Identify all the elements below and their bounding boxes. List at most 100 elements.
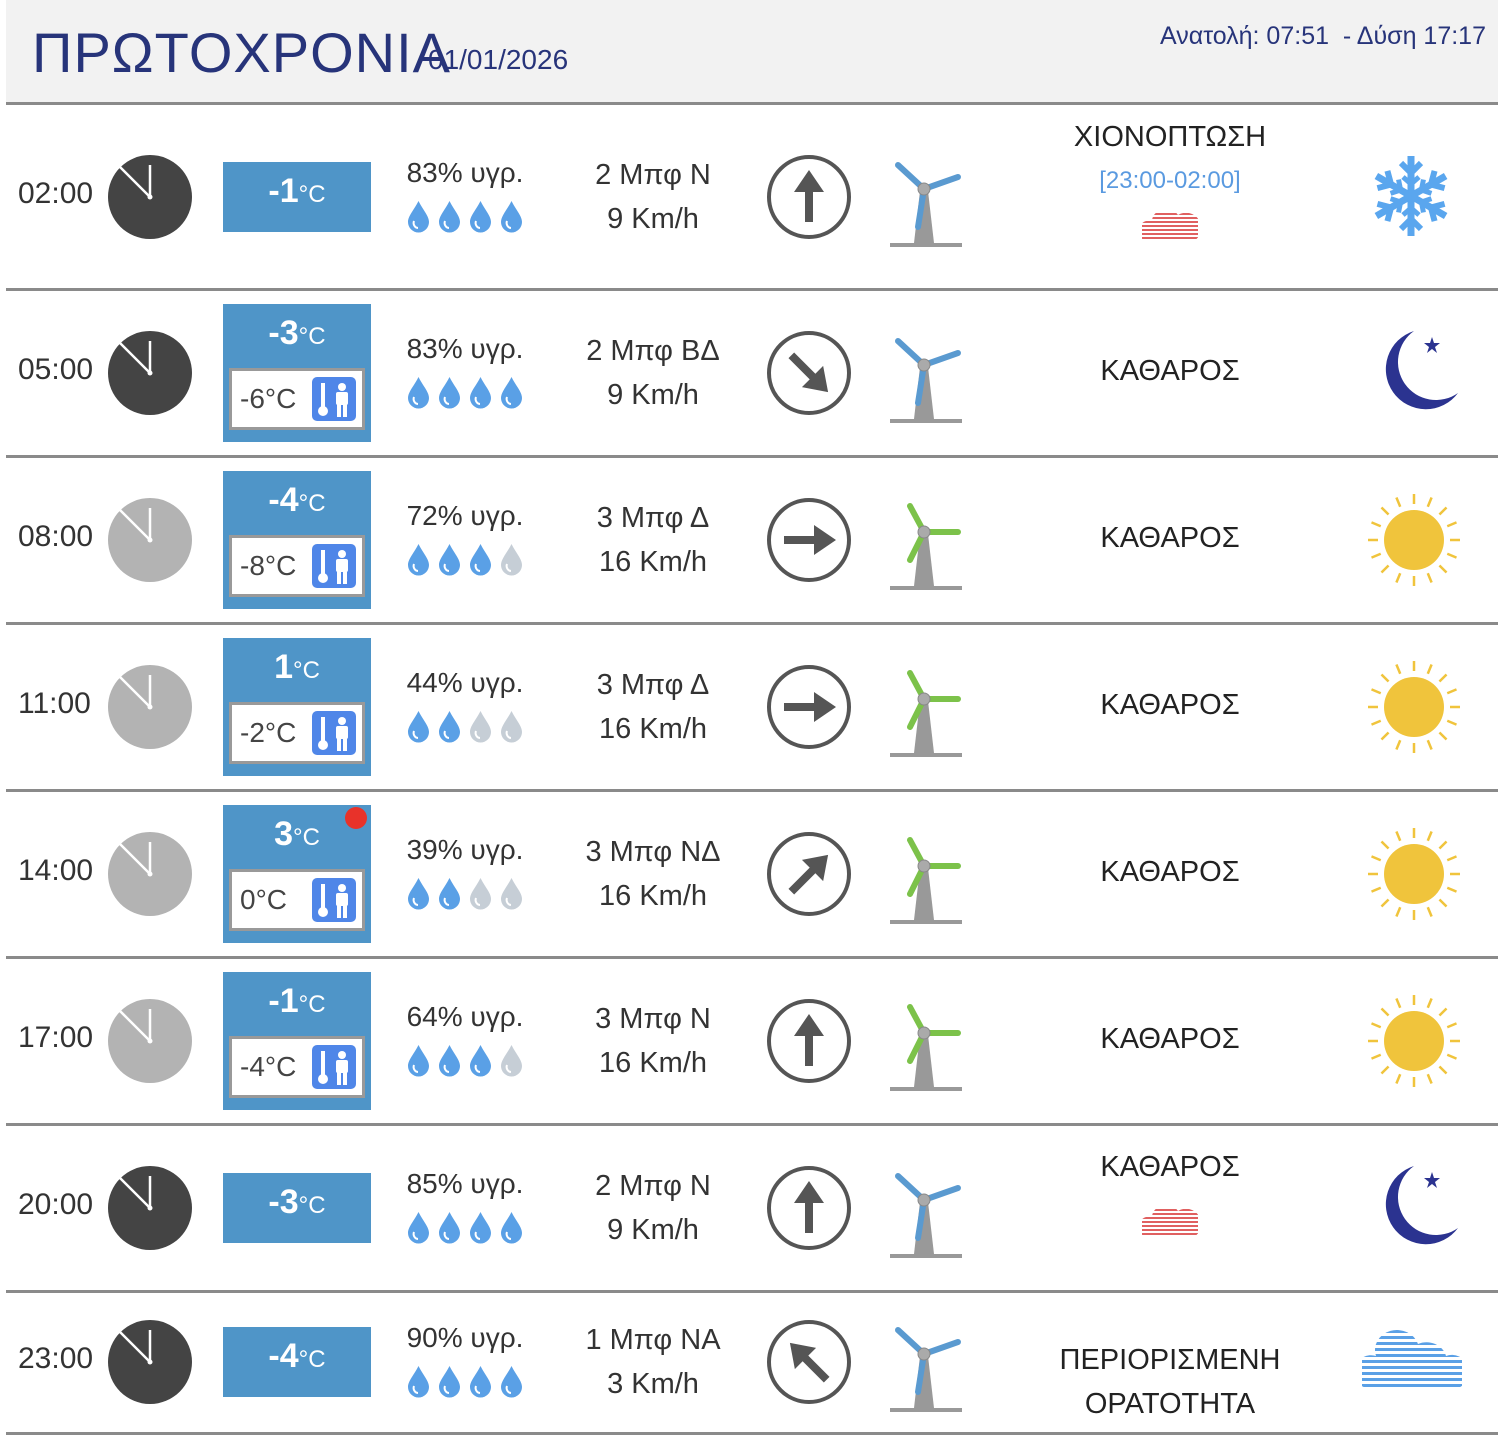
humidity-drop-icon	[470, 1366, 491, 1398]
feels-like-box: -8°C	[229, 534, 365, 597]
clock-icon	[104, 150, 192, 239]
wind-direction-arrow-icon	[767, 330, 851, 415]
humidity-value: 83% υγρ.	[406, 332, 524, 364]
condition: ΚΑΘΑΡΟΣ	[1006, 850, 1334, 894]
wind-direction-arrow-icon	[767, 1165, 851, 1250]
humidity-drop-icon	[470, 1211, 491, 1243]
wind-speed: 16 Km/h	[599, 545, 707, 578]
feels-like-box: -6°C	[229, 367, 365, 430]
feels-like-thermometer-person-icon	[312, 710, 356, 755]
condition-label: ΚΑΘΑΡΟΣ	[1100, 354, 1240, 387]
forecast-time: 08:00	[18, 519, 94, 553]
wind-info: 2 Μπφ ΒΔ 9 Km/h	[566, 329, 740, 417]
wind-force: 1 Μπφ ΝΑ	[585, 1324, 721, 1356]
wind-info: 2 Μπφ Ν 9 Km/h	[566, 1164, 740, 1252]
wind-speed: 16 Km/h	[599, 712, 707, 745]
humidity-drop-icon	[439, 543, 460, 575]
feels-like-value: 0°C	[240, 883, 287, 915]
condition: ΚΑΘΑΡΟΣ	[1006, 683, 1334, 727]
condition-label: ΧΙΟΝΟΠΤΩΣΗ	[1073, 121, 1267, 153]
wind-speed: 3 Km/h	[607, 1368, 699, 1400]
feels-like-box: -2°C	[229, 701, 365, 764]
forecast-row: 02:00 -1°C 83% υγρ. 2 Μπφ Ν 9 Km/h ΧΙΟΝΟΠ…	[6, 105, 1498, 291]
clock-icon	[104, 1316, 192, 1404]
wind-turbine-icon	[890, 161, 962, 247]
wind-turbine-icon	[890, 337, 962, 423]
wind-turbine-icon	[890, 836, 962, 924]
sun-icon	[1368, 994, 1460, 1087]
condition: ΚΑΘΑΡΟΣ	[1006, 349, 1334, 393]
humidity: 83% υγρ.	[386, 157, 544, 233]
temperature-box: -4°C	[223, 1327, 371, 1397]
feels-like-thermometer-person-icon	[312, 1044, 356, 1089]
forecast-row: 11:00 1°C -2°C 44% υγρ. 3 Μπφ Δ 16 Km/h Κ…	[6, 624, 1498, 792]
condition-label: ΚΑΘΑΡΟΣ	[1100, 1151, 1240, 1183]
temperature-box: 1°C -2°C	[223, 637, 371, 776]
temperature-value: 1	[274, 647, 293, 686]
feels-like-box: -4°C	[229, 1035, 365, 1098]
wind-info: 3 Μπφ Δ 16 Km/h	[566, 496, 740, 584]
temperature-unit: °C	[298, 322, 326, 350]
temperature-box: 3°C 0°C	[223, 804, 371, 943]
forecast-row: 05:00 -3°C -6°C 83% υγρ. 2 Μπφ ΒΔ 9 Km/h …	[6, 290, 1498, 458]
wind-turbine-icon	[890, 502, 962, 590]
temperature-unit: °C	[298, 1191, 326, 1219]
condition-label: ΚΑΘΑΡΟΣ	[1100, 688, 1240, 721]
humidity-value: 44% υγρ.	[406, 666, 524, 698]
forecast-date: 01/01/2026	[428, 44, 569, 75]
forecast-time: 14:00	[18, 853, 94, 887]
clock-icon	[104, 660, 192, 749]
humidity-drop-icon	[408, 1366, 429, 1398]
sunrise-sunset: Ανατολή: 07:51 - Δύση 17:17	[1160, 22, 1486, 50]
forecast-time: 17:00	[18, 1020, 94, 1054]
humidity-value: 85% υγρ.	[406, 1167, 524, 1199]
humidity-drop-icon	[408, 543, 429, 575]
humidity: 44% υγρ.	[386, 667, 544, 743]
humidity: 83% υγρ.	[386, 333, 544, 409]
humidity-drop-icon	[470, 543, 491, 575]
humidity-drop-icon	[470, 877, 491, 909]
wind-force: 3 Μπφ ΝΔ	[585, 835, 721, 868]
feels-like-box: 0°C	[229, 868, 365, 931]
humidity-drop-icon	[470, 376, 491, 408]
wind-direction-arrow-icon	[767, 497, 851, 582]
forecast-row: 20:00 -3°C 85% υγρ. 2 Μπφ Ν 9 Km/h ΚΑΘΑΡΟ…	[6, 1125, 1498, 1293]
wind-info: 3 Μπφ Δ 16 Km/h	[566, 663, 740, 751]
humidity-drop-icon	[408, 1211, 429, 1243]
wind-turbine-icon	[890, 1327, 962, 1412]
wind-info: 3 Μπφ Ν 16 Km/h	[566, 997, 740, 1085]
clock-icon	[104, 994, 192, 1083]
wind-turbine-icon	[890, 1172, 962, 1258]
feels-like-value: -8°C	[240, 549, 297, 581]
forecast-time: 23:00	[18, 1342, 94, 1375]
sun-icon	[1368, 660, 1460, 753]
feels-like-thermometer-person-icon	[312, 376, 356, 421]
temperature-value: -1	[268, 171, 299, 210]
wind-info: 2 Μπφ Ν 9 Km/h	[566, 153, 740, 241]
humidity-drop-icon	[408, 1044, 429, 1076]
temperature-value: -3	[268, 1182, 299, 1221]
humidity-value: 64% υγρ.	[406, 1000, 524, 1032]
humidity: 64% υγρ.	[386, 1001, 544, 1077]
humidity-drop-icon	[439, 1366, 460, 1398]
clock-icon	[104, 493, 192, 582]
humidity: 39% υγρ.	[386, 834, 544, 910]
wind-direction-arrow-icon	[767, 1320, 851, 1404]
humidity-drop-icon	[439, 877, 460, 909]
wind-speed: 16 Km/h	[599, 879, 707, 912]
humidity-value: 83% υγρ.	[406, 156, 524, 188]
wind-speed: 9 Km/h	[607, 1213, 699, 1246]
condition-label: ΚΑΘΑΡΟΣ	[1100, 1022, 1240, 1055]
forecast-time: 05:00	[18, 352, 94, 386]
clock-icon	[104, 1161, 192, 1250]
temperature-value: -4	[268, 480, 299, 519]
temperature-box: -1°C	[223, 161, 371, 232]
temperature-box: -3°C	[223, 1172, 371, 1243]
wind-direction-arrow-icon	[767, 831, 851, 916]
alert-dot	[345, 806, 367, 829]
humidity-drop-icon	[408, 877, 429, 909]
wind-force: 2 Μπφ Ν	[595, 158, 711, 191]
temperature-value: -3	[268, 313, 299, 352]
condition-label: ΠΕΡΙΟΡΙΣΜΕΝΗ	[1059, 1344, 1281, 1376]
humidity-drop-icon	[408, 376, 429, 408]
